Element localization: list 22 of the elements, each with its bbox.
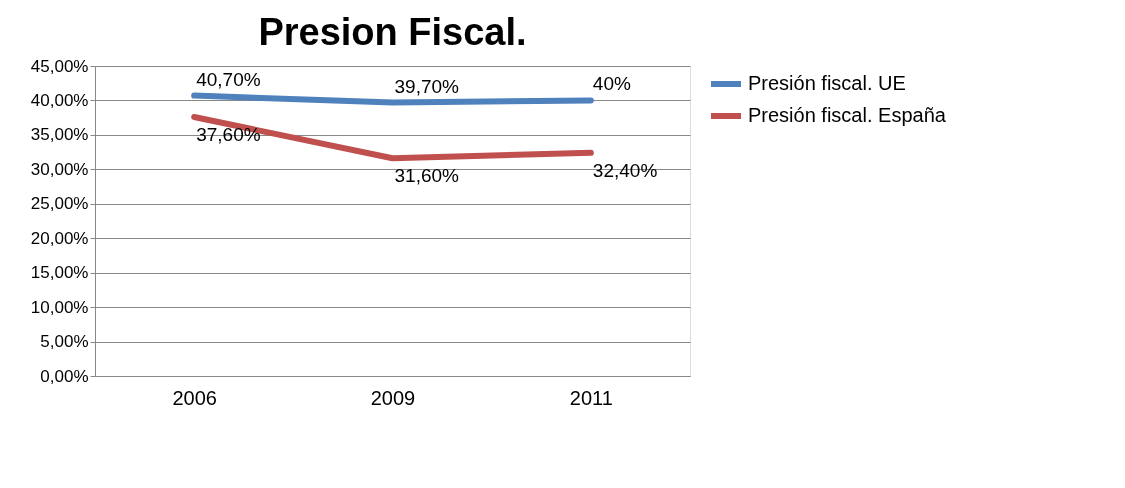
y-tick-label: 45,00% [30,56,89,76]
data-label: 32,40% [592,159,658,181]
y-tick-label: 35,00% [30,125,89,145]
legend-label: Presión fiscal. España [748,104,947,126]
y-tick-label: 30,00% [30,159,89,179]
data-label: 40% [592,73,631,95]
x-tick-label: 2006 [172,386,217,409]
y-tick-label: 20,00% [30,228,89,248]
data-label: 31,60% [394,165,460,187]
y-tick-label: 25,00% [30,194,89,214]
data-label: 37,60% [196,123,261,145]
data-label: 40,70% [196,68,261,90]
chart-title: Presion Fiscal. [258,11,527,53]
x-tick-label: 2009 [370,386,416,409]
y-tick-label: 40,00% [30,90,89,110]
y-tick-label: 0,00% [40,366,89,386]
legend-label: Presión fiscal. UE [748,72,906,94]
y-tick-label: 15,00% [30,263,89,283]
data-label: 39,70% [394,75,460,97]
y-tick-label: 10,00% [30,297,89,317]
y-tick-label: 5,00% [40,332,89,352]
x-tick-label: 2011 [569,386,613,409]
